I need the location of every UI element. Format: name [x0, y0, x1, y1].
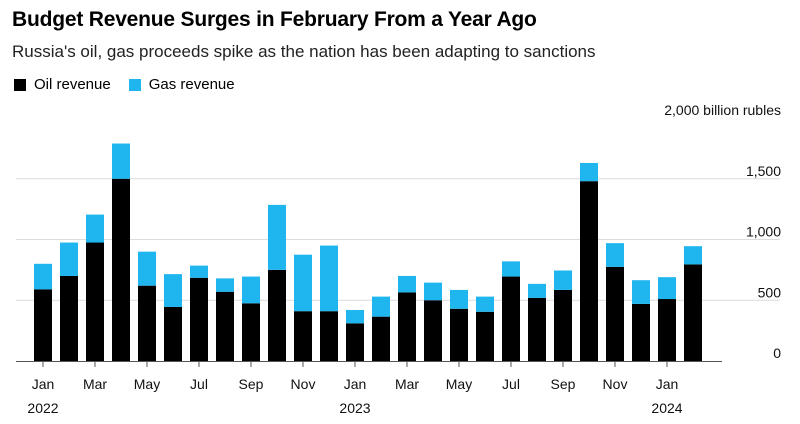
x-tick-label: Jan: [656, 376, 679, 392]
bar-oil-dec-2022: [320, 311, 338, 361]
bar-oil-sep-2023: [554, 289, 572, 361]
bar-oil-feb-2022: [60, 275, 78, 361]
bar-gas-jul-2023: [502, 261, 520, 277]
x-tick-label: Jul: [502, 376, 520, 392]
legend-label-oil: Oil revenue: [34, 76, 111, 93]
bar-gas-feb-2023: [372, 296, 390, 317]
y-axis-unit-label: 2,000 billion rubles: [664, 102, 781, 118]
chart-subtitle: Russia's oil, gas proceeds spike as the …: [12, 42, 596, 61]
y-tick-label: 1,000: [746, 224, 781, 240]
bar-gas-jul-2022: [190, 265, 208, 278]
x-tick-label: May: [446, 376, 472, 392]
x-tick-label: Mar: [395, 376, 419, 392]
bar-gas-dec-2023: [632, 280, 650, 304]
legend: Oil revenue Gas revenue: [14, 76, 253, 93]
bar-gas-nov-2022: [294, 254, 312, 312]
bar-oil-aug-2022: [216, 291, 234, 361]
bar-gas-mar-2022: [86, 214, 104, 243]
bar-oil-mar-2022: [86, 242, 104, 361]
bar-oil-jan-2022: [34, 289, 52, 361]
bar-oil-nov-2023: [606, 266, 624, 361]
bar-gas-may-2023: [450, 289, 468, 309]
x-tick-label: Jan: [344, 376, 367, 392]
x-tick-label: Sep: [551, 376, 576, 392]
bar-gas-jun-2022: [164, 274, 182, 307]
y-tick-label: 0: [773, 345, 781, 361]
bar-gas-feb-2022: [60, 242, 78, 276]
x-tick-label: Jan: [32, 376, 55, 392]
bar-gas-sep-2023: [554, 270, 572, 290]
bar-gas-jun-2023: [476, 296, 494, 312]
legend-swatch-gas: [128, 78, 141, 91]
bar-oil-nov-2022: [294, 311, 312, 361]
bar-oil-jul-2023: [502, 276, 520, 361]
x-tick-label: May: [134, 376, 160, 392]
bar-gas-oct-2023: [580, 162, 598, 182]
y-axis-labels: 0 500 1,000 1,500: [746, 163, 781, 361]
bar-oil-jan-2023: [346, 323, 364, 361]
bar-oil-feb-2024: [684, 264, 702, 361]
bar-gas-feb-2024: [684, 246, 702, 265]
x-year-label: 2024: [651, 400, 682, 416]
legend-item-oil: Oil revenue: [14, 76, 111, 93]
bar-oil-oct-2023: [580, 181, 598, 361]
x-tick-label: Nov: [291, 376, 316, 392]
bar-gas-nov-2023: [606, 243, 624, 267]
bar-gas-may-2022: [138, 251, 156, 286]
bar-gas-apr-2022: [112, 143, 130, 179]
bar-oil-apr-2022: [112, 178, 130, 361]
bar-oil-jul-2022: [190, 277, 208, 361]
bar-gas-jan-2024: [658, 277, 676, 300]
bar-gas-dec-2022: [320, 245, 338, 312]
x-axis-labels: Jan 2022 Mar May Jul Sep Nov Jan 2023 Mar May Jul Se…: [27, 361, 683, 416]
bar-gas-jan-2023: [346, 309, 364, 324]
y-tick-label: 500: [758, 284, 782, 300]
bar-oil-dec-2023: [632, 303, 650, 361]
legend-item-gas: Gas revenue: [128, 76, 235, 93]
y-tick-label: 1,500: [746, 163, 781, 179]
x-year-label: 2022: [27, 400, 58, 416]
bar-gas-aug-2022: [216, 278, 234, 292]
bar-oil-jun-2023: [476, 311, 494, 361]
bar-oil-may-2022: [138, 285, 156, 361]
chart-title: Budget Revenue Surges in February From a…: [12, 8, 537, 31]
x-tick-label: Mar: [83, 376, 107, 392]
bar-oil-may-2023: [450, 308, 468, 361]
x-tick-label: Sep: [239, 376, 264, 392]
bar-oil-apr-2023: [424, 300, 442, 361]
bar-oil-jun-2022: [164, 306, 182, 361]
bar-oil-feb-2023: [372, 316, 390, 361]
bars: [34, 143, 702, 361]
bar-oil-jan-2024: [658, 299, 676, 361]
legend-swatch-oil: [14, 78, 26, 91]
x-year-label: 2023: [339, 400, 370, 416]
bar-gas-apr-2023: [424, 282, 442, 301]
bar-gas-aug-2023: [528, 283, 546, 298]
bar-oil-mar-2023: [398, 292, 416, 361]
bar-gas-mar-2023: [398, 275, 416, 293]
x-tick-label: Jul: [190, 376, 208, 392]
bar-gas-jan-2022: [34, 263, 52, 290]
bar-gas-sep-2022: [242, 276, 260, 304]
legend-label-gas: Gas revenue: [148, 76, 235, 93]
bar-gas-oct-2022: [268, 204, 286, 270]
x-tick-label: Nov: [603, 376, 628, 392]
bar-oil-aug-2023: [528, 297, 546, 361]
bar-oil-oct-2022: [268, 269, 286, 361]
bar-oil-sep-2022: [242, 303, 260, 361]
